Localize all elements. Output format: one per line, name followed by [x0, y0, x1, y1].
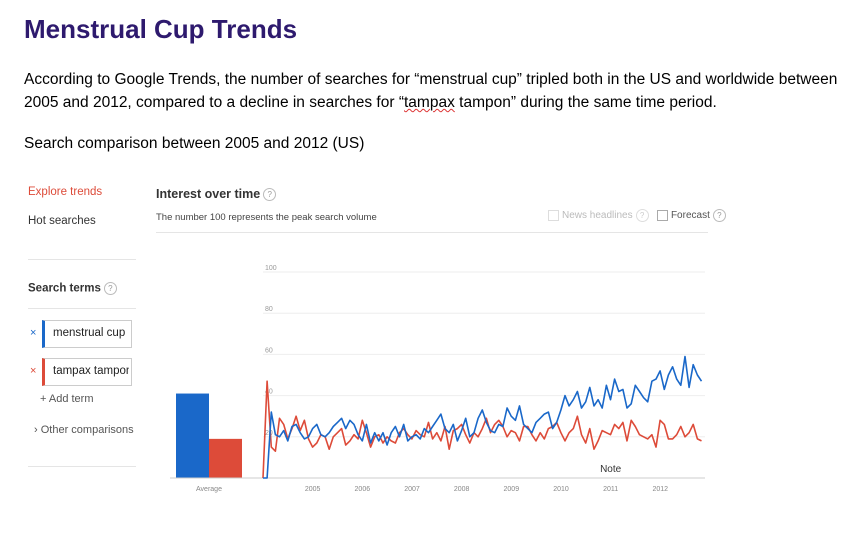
interest-over-time-chart: 20 40 60 80 100 Average 2005 2006 2007 2008 2009 20… [170, 265, 705, 493]
x-tick-label: 2009 [504, 486, 520, 493]
help-icon[interactable]: ? [263, 188, 277, 202]
explore-trends-link[interactable]: Explore trends [28, 186, 103, 198]
y-tick-label: 60 [265, 347, 273, 354]
x-tick-label: 2008 [454, 486, 470, 493]
intro-text-misspelled-word: tampax [404, 94, 455, 111]
sidebar-divider [28, 308, 136, 309]
chart-title: Interest over time? [156, 187, 277, 202]
header-divider [156, 232, 708, 233]
checkbox-icon[interactable] [656, 210, 668, 221]
chart-subtitle: The number 100 represents the peak searc… [156, 212, 377, 223]
chart-options: News headlines? Forecast? [548, 209, 726, 222]
hot-searches-link[interactable]: Hot searches [28, 215, 96, 227]
comparison-subtitle: Search comparison between 2005 and 2012 … [24, 135, 365, 152]
search-term-tampax-tampon: × tampax tampon [28, 358, 132, 386]
term-label: tampax tampon [53, 365, 129, 377]
series-line [263, 355, 703, 479]
trends-sidebar: Explore trends Hot searches Search terms… [28, 180, 138, 480]
y-tick-label: 40 [265, 389, 273, 396]
series-line [262, 380, 702, 479]
x-tick-label: 2007 [404, 486, 420, 493]
average-bar [176, 393, 209, 478]
term-label: menstrual cup [53, 327, 126, 339]
search-terms-label: Search terms [28, 282, 101, 295]
intro-paragraph: According to Google Trends, the number o… [24, 68, 844, 114]
intro-text-start: According to Google Trends, the number o… [24, 71, 838, 111]
sidebar-divider [28, 466, 136, 467]
help-icon[interactable]: ? [635, 209, 649, 222]
x-tick-label: 2012 [653, 486, 669, 493]
forecast-option[interactable]: Forecast? [656, 209, 726, 222]
x-tick-label: 2010 [553, 486, 569, 493]
x-tick-label: 2005 [305, 486, 321, 493]
y-tick-label: 80 [265, 306, 273, 313]
term-input-box[interactable]: menstrual cup [42, 320, 132, 348]
chart-title-text: Interest over time [156, 187, 261, 201]
y-tick-label: 100 [265, 265, 277, 272]
y-tick-label: 20 [265, 430, 273, 437]
average-bar [209, 438, 242, 478]
expand-arrow-icon: › [34, 424, 38, 436]
forecast-label: Forecast [670, 210, 710, 222]
help-icon[interactable]: ? [712, 209, 726, 222]
other-comparisons-label: Other comparisons [40, 424, 134, 436]
news-headlines-label: News headlines [562, 210, 633, 222]
note-annotation: Note [600, 464, 622, 475]
checkbox-icon[interactable] [548, 210, 559, 221]
x-tick-label: 2011 [603, 486, 618, 493]
help-icon[interactable]: ? [103, 282, 117, 295]
average-label: Average [196, 486, 222, 493]
other-comparisons-link[interactable]: › Other comparisons [34, 424, 134, 436]
term-input-box[interactable]: tampax tampon [42, 358, 132, 386]
x-tick-label: 2006 [355, 486, 371, 493]
remove-term-icon[interactable]: × [30, 327, 37, 339]
remove-term-icon[interactable]: × [30, 365, 37, 377]
intro-text-end: tampon” during the same time period. [454, 94, 717, 111]
news-headlines-option[interactable]: News headlines? [548, 209, 649, 222]
sidebar-divider [28, 259, 136, 260]
page-title: Menstrual Cup Trends [24, 14, 298, 44]
search-term-menstrual-cup: × menstrual cup [28, 320, 132, 348]
search-terms-heading: Search terms? [28, 282, 117, 295]
add-term-link[interactable]: + Add term [40, 393, 94, 405]
